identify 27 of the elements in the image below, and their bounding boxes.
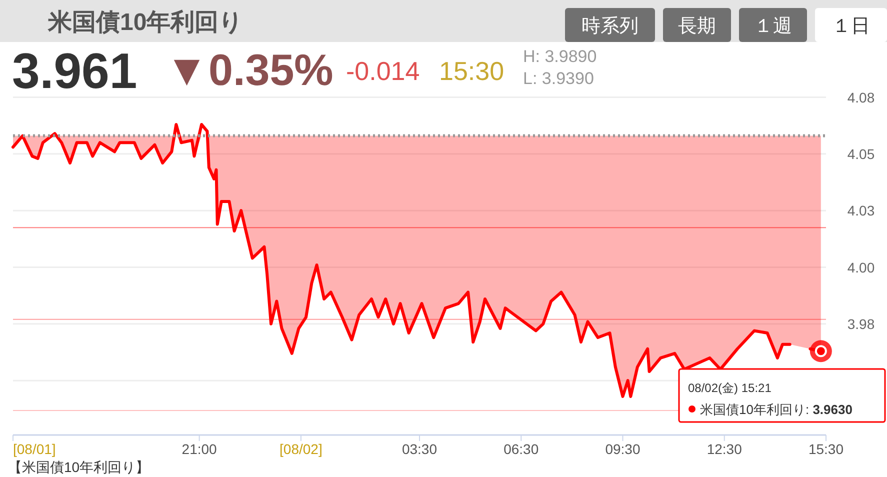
y-tick-label: 4.00 (847, 259, 875, 276)
text: -0.014 (346, 56, 420, 86)
y-tick-label: 4.03 (847, 202, 875, 219)
chart-title: 米国債10年利回り (47, 9, 244, 36)
text: １週 (754, 16, 792, 37)
text: 時系列 (582, 16, 638, 37)
text: L: 3.9390 (523, 69, 594, 88)
text: １日 (832, 16, 870, 37)
annotation: ▼0.35% (165, 46, 334, 95)
x-tick-label: [08/02] (280, 441, 322, 457)
annotation: 3.961 (12, 43, 138, 99)
y-tick-label: 4.08 (847, 89, 875, 106)
x-tick-label: 03:30 (402, 441, 438, 457)
x-tick-label: 15:30 (808, 441, 844, 457)
y-tick-label: 4.05 (847, 146, 875, 162)
annotation: 08/02(金) 15:21 (688, 381, 772, 395)
x-tick-label: 21:00 (182, 441, 218, 457)
x-tick-label: 12:30 (706, 441, 742, 457)
y-tick-label: 3.98 (847, 316, 875, 332)
x-tick-label: [08/01] (13, 441, 56, 457)
text: 長期 (678, 16, 716, 37)
x-tick-label: 09:30 (605, 441, 640, 457)
x-tick-label: 06:30 (504, 441, 539, 457)
text: 15:30 (439, 56, 504, 86)
annotation: 米国債10年利回り: 3.9630 (700, 402, 852, 417)
text: H: 3.9890 (523, 47, 597, 66)
text: 【米国債10年利回り】 (8, 459, 150, 475)
